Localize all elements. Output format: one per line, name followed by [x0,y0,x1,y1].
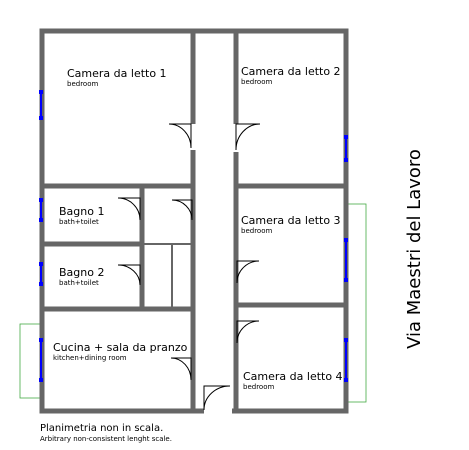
room-name: Bagno 2 [59,266,104,279]
room-name: Cucina + sala da pranzo [53,341,188,354]
windows [39,90,348,382]
room-name: Camera da letto 4 [243,370,343,383]
room-subtitle: bedroom [241,227,272,235]
room-name: Camera da letto 2 [241,65,341,78]
room-subtitle: bath+toilet [59,218,99,226]
room-subtitle: bedroom [67,80,98,88]
room-name: Bagno 1 [59,205,104,218]
room-subtitle: bedroom [243,383,274,391]
note-subtitle: Arbitrary non-consistent lenght scale. [40,435,172,443]
doors [117,123,261,415]
walls [39,28,349,414]
room-name: Camera da letto 3 [241,214,341,227]
room-subtitle: bath+toilet [59,279,99,287]
room-name: Camera da letto 1 [67,67,167,80]
room-subtitle: kitchen+dining room [53,354,127,362]
note-title: Planimetria non in scala. [40,423,163,434]
street-label: Via Maestri del Lavoro [404,149,425,349]
room-subtitle: bedroom [241,78,272,86]
